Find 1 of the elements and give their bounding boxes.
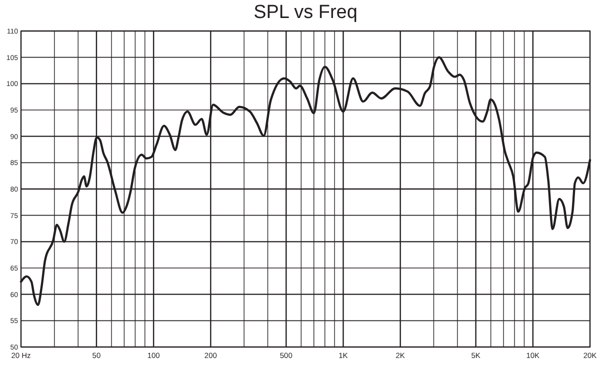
chart-title: SPL vs Freq — [254, 2, 358, 23]
